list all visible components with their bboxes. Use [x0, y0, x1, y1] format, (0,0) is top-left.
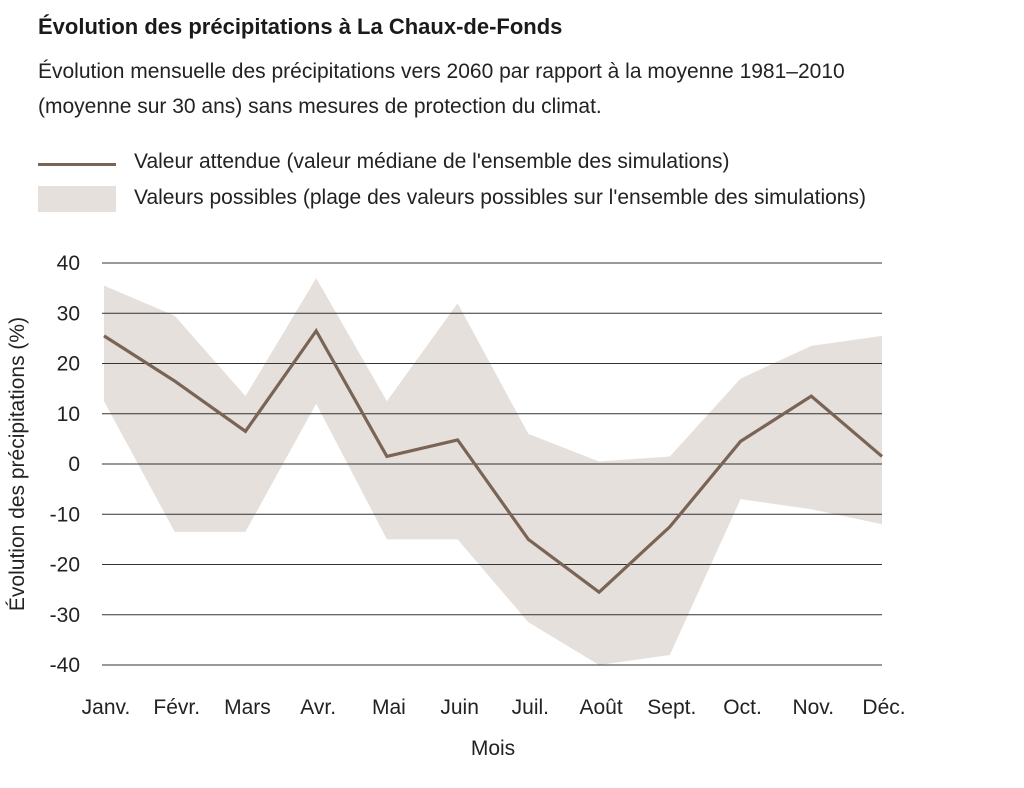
- x-axis-title: Mois: [471, 737, 515, 760]
- y-tick-label: 30: [57, 302, 80, 325]
- y-tick-label: 0: [68, 453, 80, 476]
- x-tick-label: Août: [579, 696, 622, 719]
- range-band: [104, 278, 882, 665]
- x-tick-label: Déc.: [862, 696, 905, 719]
- legend-area-swatch: [38, 186, 116, 212]
- x-tick-label: Avr.: [300, 696, 336, 719]
- y-tick-label: 20: [57, 353, 80, 376]
- x-tick-label: Mars: [224, 696, 271, 719]
- y-tick-label: -20: [50, 554, 80, 577]
- legend-line-swatch: [38, 163, 116, 166]
- x-tick-label: Oct.: [723, 696, 762, 719]
- x-tick-label: Juin: [440, 696, 479, 719]
- median-line: [103, 327, 884, 595]
- legend-label-median: Valeur attendue (valeur médiane de l'ens…: [134, 150, 730, 173]
- x-tick-label: Sept.: [647, 696, 696, 719]
- x-tick-label: Mai: [372, 696, 406, 719]
- chart-title: Évolution des précipitations à La Chaux-…: [38, 14, 563, 39]
- x-tick-label: Janv.: [82, 696, 131, 719]
- legend-label-range: Valeurs possibles (plage des valeurs pos…: [134, 186, 866, 209]
- y-axis-title: Évolution des précipitations (%): [6, 317, 29, 611]
- x-tick-label: Févr.: [153, 696, 200, 719]
- y-tick-label: -40: [50, 654, 80, 677]
- x-tick-label: Juil.: [512, 696, 549, 719]
- y-tick-label: -10: [50, 503, 80, 526]
- x-tick-label: Nov.: [792, 696, 834, 719]
- chart-subtitle: Évolution mensuelle des précipitations v…: [38, 60, 845, 118]
- y-tick-label: -30: [50, 604, 80, 627]
- y-tick-label: 40: [57, 252, 80, 275]
- y-tick-label: 10: [57, 403, 80, 426]
